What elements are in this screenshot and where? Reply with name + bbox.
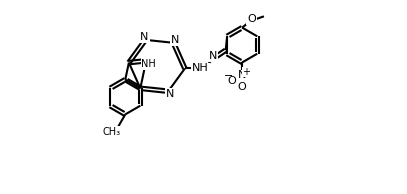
Text: O: O [228,76,236,86]
Text: O: O [247,14,256,24]
Text: NH: NH [192,63,209,74]
Text: +: + [242,67,250,77]
Text: N: N [171,35,179,45]
Text: N: N [140,32,149,42]
Text: −: − [224,71,233,81]
Text: N: N [238,70,246,81]
Text: O: O [238,82,247,92]
Text: CH₃: CH₃ [102,127,120,137]
Text: N: N [166,89,174,99]
Text: N: N [208,51,217,61]
Text: NH: NH [141,59,156,69]
